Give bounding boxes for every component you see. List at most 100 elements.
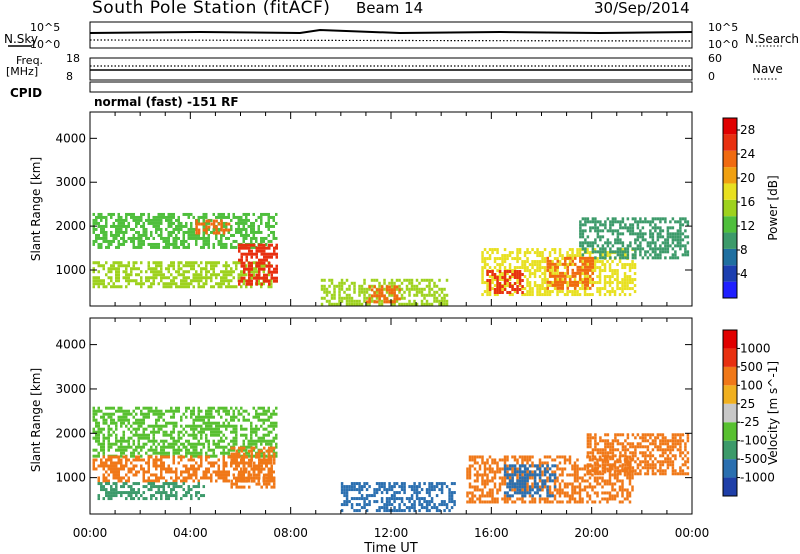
data-cell xyxy=(628,263,632,267)
data-cell xyxy=(155,451,158,455)
data-cell xyxy=(604,463,607,467)
data-cell xyxy=(631,469,635,473)
data-cell xyxy=(380,291,384,295)
data-cell xyxy=(501,467,504,471)
data-cell xyxy=(616,460,620,464)
data-cell xyxy=(564,277,567,281)
data-cell xyxy=(589,244,592,248)
data-cell xyxy=(333,302,336,306)
data-cell xyxy=(626,448,630,452)
data-cell xyxy=(609,451,612,455)
data-cell xyxy=(566,265,570,269)
data-cell xyxy=(493,273,497,277)
data-cell xyxy=(252,236,256,240)
data-cell xyxy=(558,488,562,492)
data-cell xyxy=(217,467,221,471)
data-cell xyxy=(202,418,206,422)
data-cell xyxy=(613,269,617,273)
data-cell xyxy=(676,220,680,224)
data-cell xyxy=(531,455,534,459)
data-cell xyxy=(210,473,213,477)
data-cell xyxy=(358,290,361,294)
data-cell xyxy=(481,257,484,261)
data-cell xyxy=(599,457,602,461)
data-cell xyxy=(247,464,251,468)
data-cell xyxy=(197,273,201,277)
data-cell xyxy=(222,215,226,219)
data-cell xyxy=(390,503,394,507)
data-cell xyxy=(624,250,627,254)
data-cell xyxy=(172,245,176,249)
data-cell xyxy=(102,442,106,446)
data-cell xyxy=(448,497,451,501)
data-cell xyxy=(237,276,241,280)
data-cell xyxy=(468,482,472,486)
data-cell xyxy=(255,476,258,480)
data-cell xyxy=(405,497,409,501)
data-cell xyxy=(606,500,609,504)
data-cell xyxy=(641,454,645,458)
data-cell xyxy=(242,252,246,256)
data-cell xyxy=(205,264,208,268)
data-cell xyxy=(210,285,213,289)
data-cell xyxy=(596,235,600,239)
data-cell xyxy=(115,273,118,277)
data-region xyxy=(92,261,273,289)
data-cell xyxy=(245,252,248,256)
data-cell xyxy=(596,290,599,294)
data-cell xyxy=(250,273,253,277)
data-cell xyxy=(100,227,103,231)
data-cell xyxy=(160,451,163,455)
data-cell xyxy=(185,424,188,428)
data-cell xyxy=(97,436,101,440)
data-cell xyxy=(574,286,577,290)
data-cell xyxy=(536,263,539,267)
data-cell xyxy=(633,263,637,267)
data-cell xyxy=(586,485,589,489)
data-cell xyxy=(167,230,171,234)
data-cell xyxy=(247,454,251,458)
data-cell xyxy=(603,287,607,291)
data-cell xyxy=(440,296,444,300)
data-cell xyxy=(623,263,627,267)
data-cell xyxy=(679,235,682,239)
data-cell xyxy=(205,270,208,274)
data-cell xyxy=(415,488,419,492)
data-cell xyxy=(245,233,248,237)
data-cell xyxy=(145,451,148,455)
data-cell xyxy=(666,250,670,254)
data-cell xyxy=(200,267,203,271)
data-cell xyxy=(340,296,344,300)
data-cell xyxy=(187,270,191,274)
data-cell xyxy=(408,278,411,282)
data-cell xyxy=(210,427,213,431)
data-cell xyxy=(117,212,121,216)
data-cell xyxy=(651,442,655,446)
data-cell xyxy=(526,269,529,273)
data-cell xyxy=(232,482,236,486)
data-cell xyxy=(267,273,271,277)
data-cell xyxy=(205,421,208,425)
data-cell xyxy=(343,491,346,495)
data-cell xyxy=(150,242,153,246)
data-cell xyxy=(217,239,221,243)
data-cell xyxy=(350,497,354,501)
data-cell xyxy=(190,424,193,428)
data-cell xyxy=(92,227,96,231)
data-cell xyxy=(481,281,484,285)
data-cell xyxy=(222,233,226,237)
data-cell xyxy=(486,290,489,294)
data-cell xyxy=(167,497,171,501)
data-cell xyxy=(508,254,512,258)
data-cell xyxy=(478,473,482,477)
data-cell xyxy=(609,250,612,254)
data-cell xyxy=(125,445,128,449)
data-cell xyxy=(666,238,670,242)
data-cell xyxy=(140,212,143,216)
data-cell xyxy=(561,491,564,495)
data-cell xyxy=(636,238,640,242)
data-cell xyxy=(107,270,111,274)
data-cell xyxy=(528,455,532,459)
data-cell xyxy=(230,415,233,419)
data-cell xyxy=(493,461,497,465)
